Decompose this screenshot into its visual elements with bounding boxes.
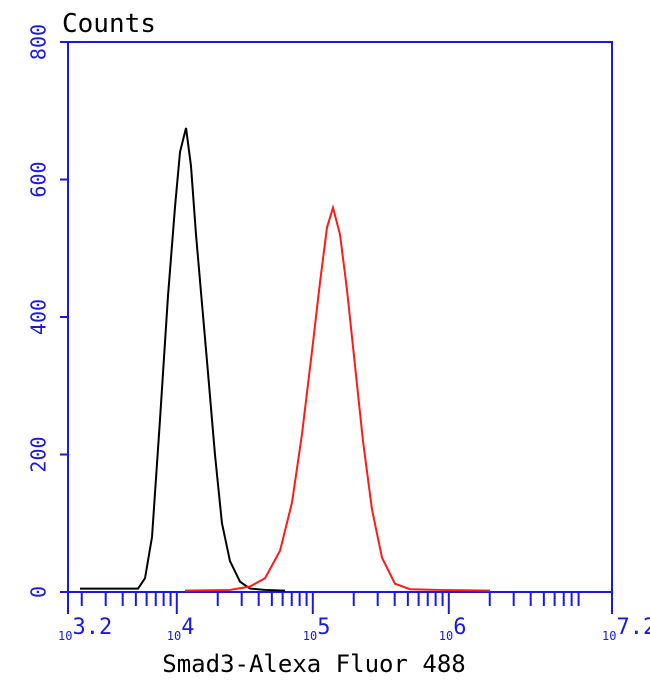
chart-title: Counts: [62, 9, 156, 39]
x-tick-exponent: 7.2: [616, 615, 650, 640]
histogram-line: [79, 127, 286, 592]
x-tick-base: 10: [602, 629, 616, 643]
x-tick-label: 106: [439, 615, 467, 643]
x-tick-base: 10: [303, 629, 317, 643]
x-tick-base: 10: [58, 629, 72, 643]
x-tick-label: 104: [167, 615, 195, 643]
histogram-line: [184, 204, 491, 592]
x-tick-base: 10: [167, 629, 181, 643]
x-tick-label: 103.2: [58, 615, 112, 643]
plot-frame: [67, 41, 613, 593]
x-tick-label: 105: [303, 615, 331, 643]
x-tick-exponent: 6: [453, 615, 466, 640]
x-axis-label: Smad3-Alexa Fluor 488: [162, 650, 465, 678]
y-tick-label: 800: [27, 24, 51, 60]
x-tick-exponent: 5: [317, 615, 330, 640]
y-tick-label: 400: [27, 299, 51, 335]
y-tick-label: 200: [27, 436, 51, 472]
x-tick-exponent: 3.2: [72, 615, 112, 640]
y-tick-label: 600: [27, 161, 51, 197]
x-tick-exponent: 4: [181, 615, 194, 640]
x-tick-label: 107.2: [602, 615, 650, 643]
y-tick-label: 0: [27, 586, 51, 598]
x-tick-base: 10: [439, 629, 453, 643]
